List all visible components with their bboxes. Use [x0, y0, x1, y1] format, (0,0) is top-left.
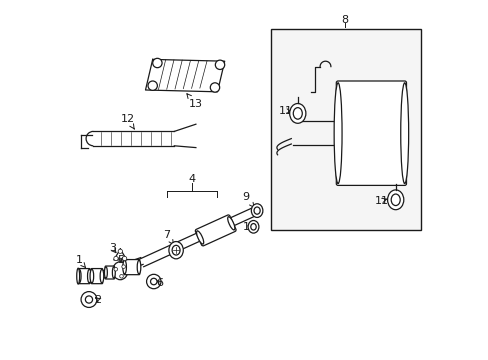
Ellipse shape: [100, 269, 103, 283]
Ellipse shape: [387, 190, 403, 210]
Ellipse shape: [400, 83, 408, 184]
Ellipse shape: [77, 269, 81, 283]
Text: 8: 8: [341, 15, 348, 25]
Ellipse shape: [137, 260, 141, 274]
Ellipse shape: [168, 242, 183, 259]
FancyBboxPatch shape: [123, 260, 140, 275]
Circle shape: [114, 256, 118, 261]
Ellipse shape: [113, 262, 127, 280]
Text: 9: 9: [242, 192, 253, 207]
FancyBboxPatch shape: [336, 81, 406, 185]
Text: 2: 2: [94, 294, 102, 305]
Text: 4: 4: [188, 174, 196, 184]
Circle shape: [215, 60, 224, 69]
Circle shape: [118, 249, 122, 253]
Ellipse shape: [250, 224, 256, 230]
Text: 1: 1: [75, 255, 85, 267]
Ellipse shape: [122, 260, 126, 274]
Bar: [271, 29, 420, 230]
Text: 13: 13: [186, 94, 203, 109]
Text: 5: 5: [117, 255, 124, 265]
Ellipse shape: [112, 267, 115, 278]
FancyBboxPatch shape: [91, 269, 102, 284]
FancyBboxPatch shape: [79, 269, 90, 284]
Circle shape: [120, 274, 123, 278]
Ellipse shape: [87, 269, 91, 283]
Text: 3: 3: [109, 243, 116, 253]
FancyBboxPatch shape: [105, 266, 114, 279]
Ellipse shape: [196, 231, 203, 244]
Ellipse shape: [90, 269, 94, 283]
Circle shape: [210, 83, 219, 92]
Circle shape: [146, 274, 161, 289]
Circle shape: [152, 58, 162, 68]
Ellipse shape: [333, 83, 342, 184]
Ellipse shape: [247, 220, 258, 233]
Text: 11: 11: [374, 195, 388, 206]
Text: 11: 11: [278, 106, 292, 116]
Text: 12: 12: [120, 114, 134, 129]
Ellipse shape: [227, 217, 234, 230]
Text: 10: 10: [243, 222, 256, 232]
Text: 6: 6: [156, 278, 163, 288]
Ellipse shape: [390, 194, 399, 206]
Circle shape: [122, 265, 125, 269]
Circle shape: [85, 296, 92, 303]
Ellipse shape: [172, 246, 180, 255]
Text: 7: 7: [163, 230, 173, 245]
FancyBboxPatch shape: [195, 215, 236, 246]
Ellipse shape: [289, 104, 305, 123]
Ellipse shape: [251, 204, 263, 217]
Ellipse shape: [104, 267, 107, 278]
Circle shape: [150, 278, 157, 285]
Ellipse shape: [254, 207, 260, 214]
Circle shape: [114, 267, 117, 271]
Ellipse shape: [77, 268, 80, 284]
Circle shape: [148, 81, 157, 90]
Circle shape: [122, 256, 126, 261]
Circle shape: [81, 292, 97, 307]
Ellipse shape: [293, 108, 302, 119]
